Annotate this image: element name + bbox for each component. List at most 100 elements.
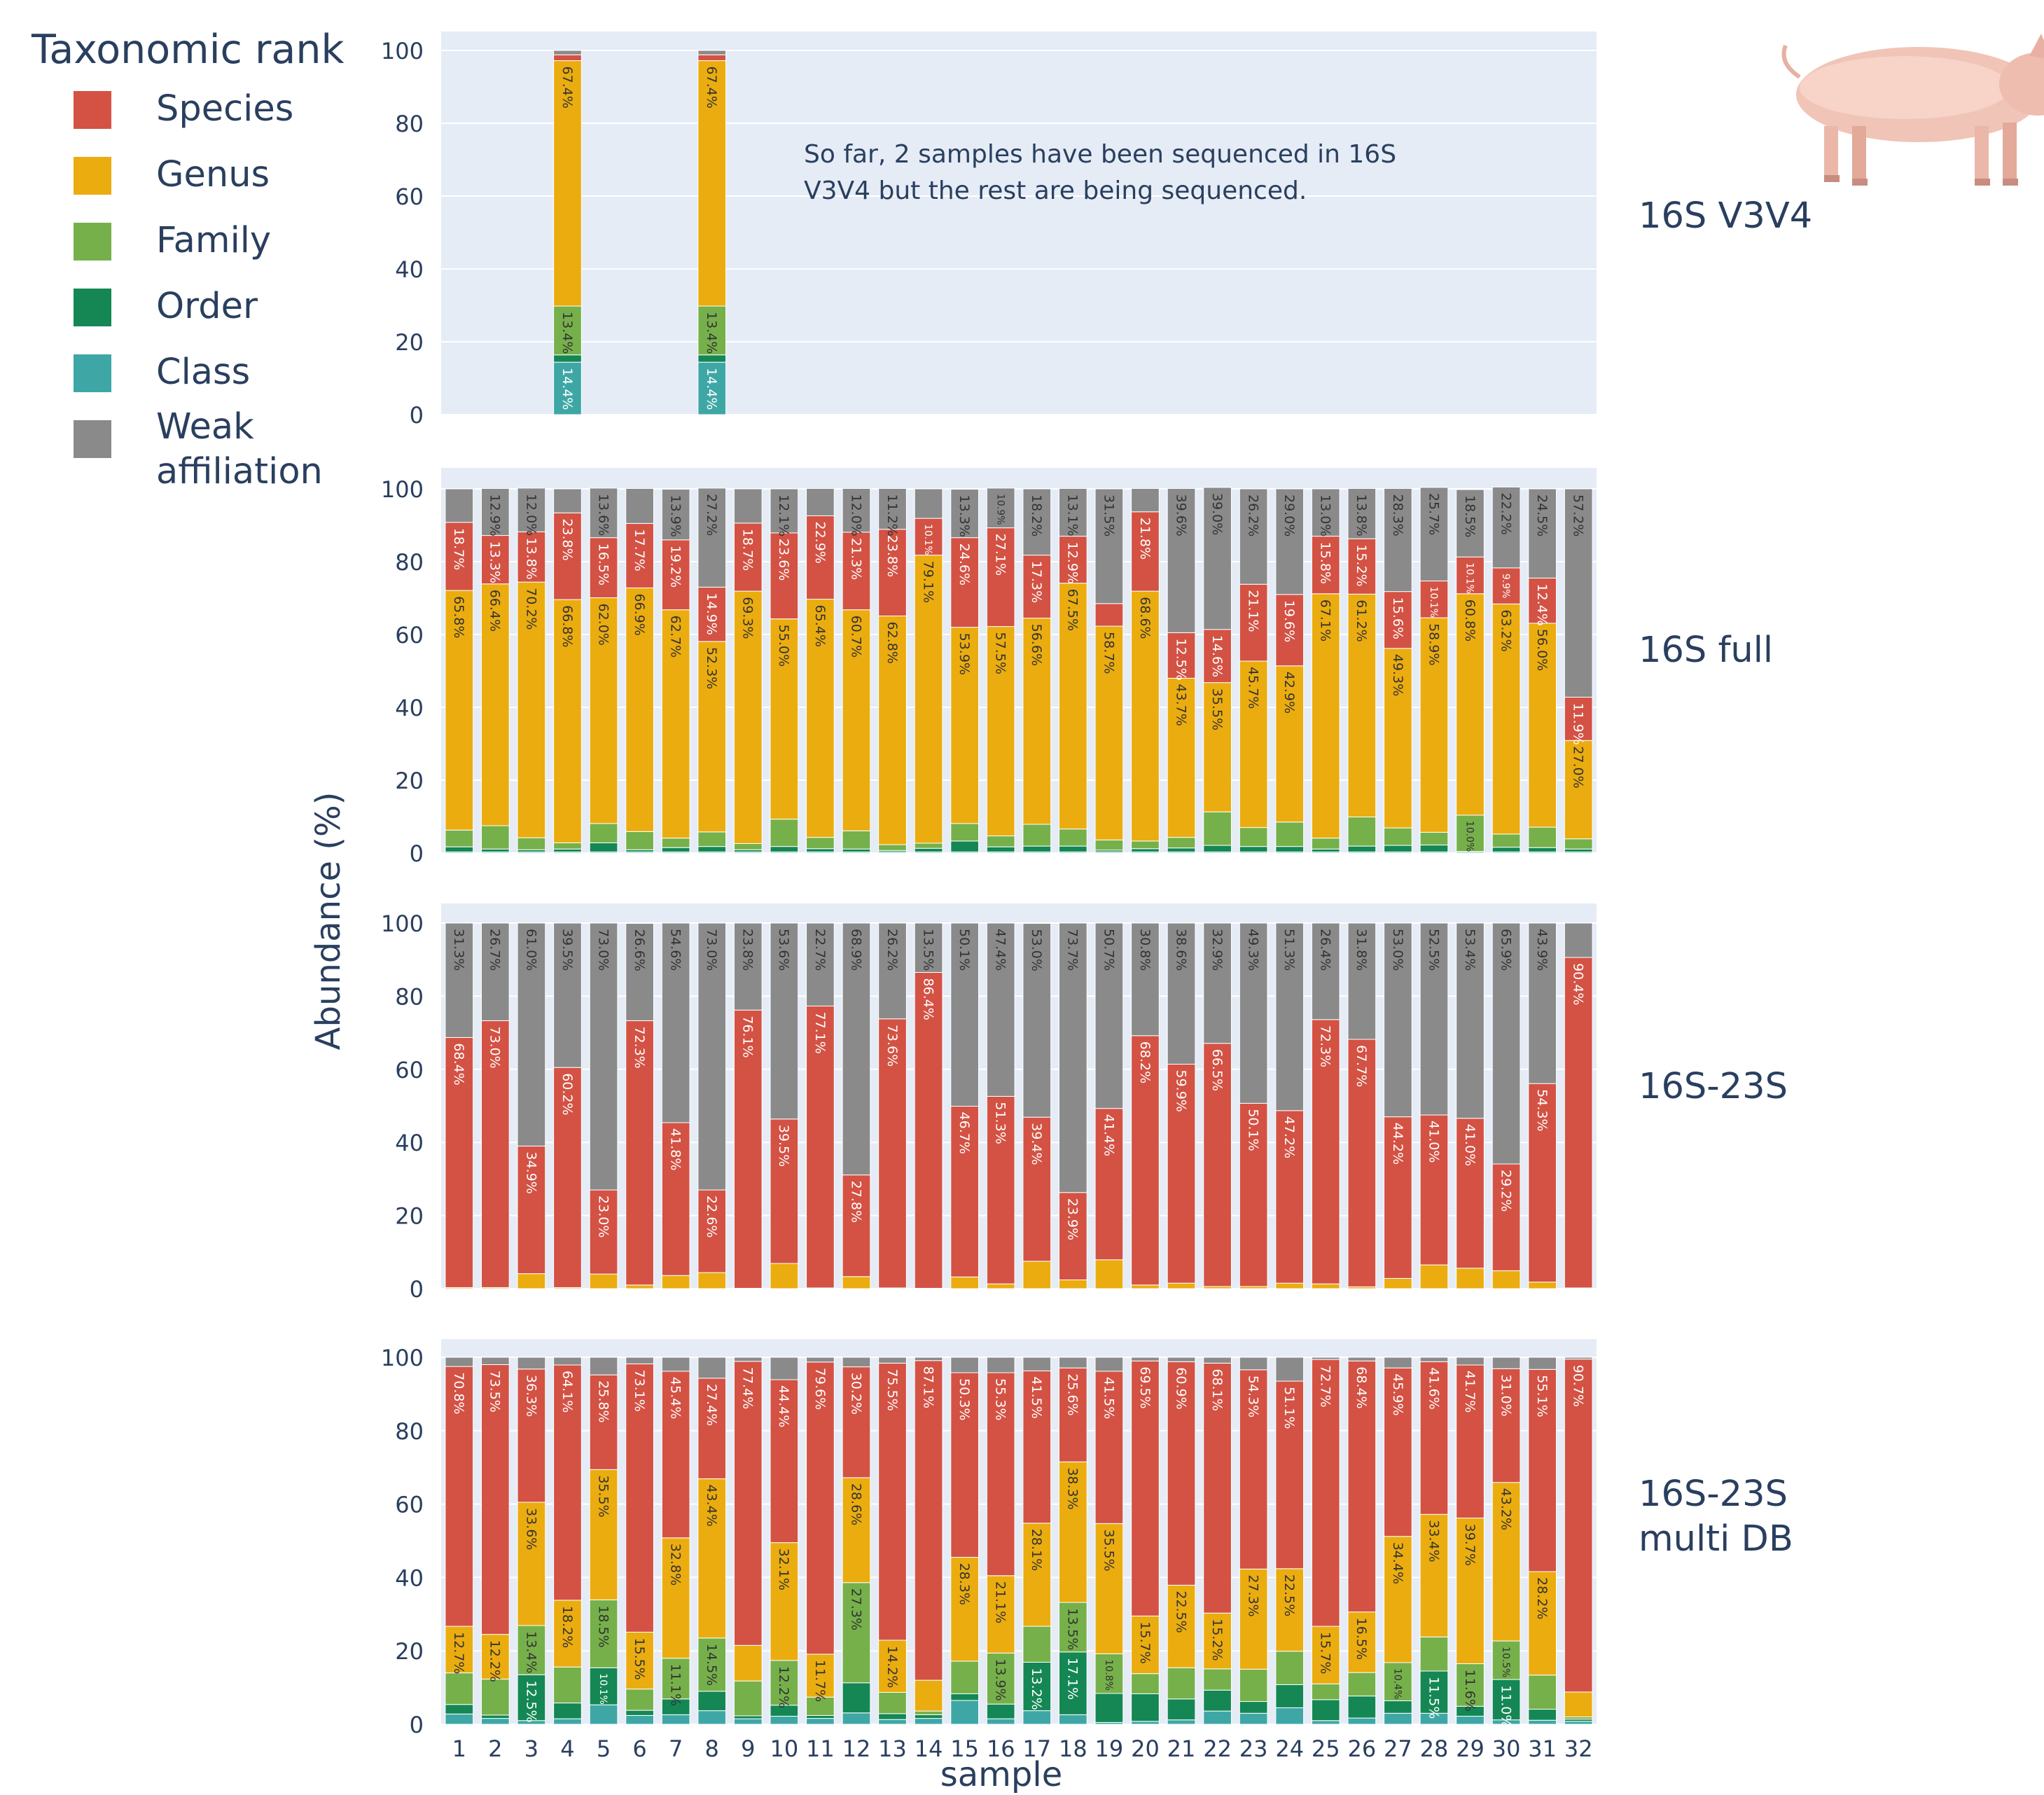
bar-segment [661,922,690,1123]
bar-segment [1275,1651,1305,1685]
bar-segment [1094,922,1124,1109]
bar-segment [1384,1116,1412,1279]
bar-value-label: 41.5% [1101,1377,1116,1419]
bar-value-label: 32.1% [776,1548,791,1590]
x-tick-label: 7 [669,1735,683,1762]
bar-value-label: 72.3% [632,1026,647,1068]
bar-segment [553,848,582,852]
bar-value-label: 27.0% [1571,746,1586,788]
bar-value-label: 22.7% [812,929,828,971]
bar-segment [1094,839,1124,851]
bar-segment [842,1276,871,1289]
bar-value-label: 90.7% [1571,1365,1586,1407]
x-tick-label: 12 [842,1735,871,1762]
x-tick-label: 21 [1167,1735,1196,1762]
bar-segment [1564,957,1593,1289]
bar-value-label: 68.9% [848,929,863,971]
bar-segment [1094,1108,1124,1261]
bar-value-label: 14.5% [704,1644,719,1686]
bar-value-label: 18.5% [595,1605,611,1647]
bar-segment [1058,1461,1087,1603]
bar-value-label: 39.4% [1029,1123,1044,1165]
bar-value-label: 73.5% [487,1370,503,1412]
bar-value-label: 51.3% [993,1102,1008,1144]
bar-segment [950,823,980,842]
bar-segment [697,641,727,833]
bar-value-label: 18.7% [451,528,466,570]
bar-segment [733,843,763,850]
bar-segment [517,922,546,1146]
bar-segment [480,922,510,1021]
bar-segment [697,50,727,55]
bar-segment [1419,617,1449,833]
y-tick-label: 40 [395,256,424,283]
bar-segment [733,1718,763,1725]
bar-segment [986,846,1015,852]
bar-segment [480,535,510,585]
bar-segment [1419,1264,1449,1289]
bar-value-label: 67.4% [559,67,575,109]
bar-segment [770,1118,799,1264]
y-tick-label: 20 [395,1638,424,1665]
bar-value-label: 43.2% [1498,1488,1513,1530]
bar-segment [661,1537,690,1659]
bar-value-label: 60.9% [1173,1367,1188,1409]
bar-value-label: 12.5% [1173,638,1188,680]
bar-segment [1131,487,1160,513]
bar-value-label: 12.0% [848,494,863,536]
bar-value-label: 54.6% [668,929,683,971]
bar-segment [1492,1270,1521,1289]
bar-segment [1058,1651,1087,1715]
bar-segment [1311,848,1340,852]
bar-segment [1311,1019,1340,1284]
bar-segment [445,1626,474,1674]
bar-segment [625,923,654,1021]
bar-value-label: 72.7% [1318,1365,1333,1407]
bar-value-label: 77.4% [740,1367,756,1409]
bar-segment [553,1364,582,1601]
bar-segment [1058,1357,1087,1368]
bar-segment [950,1372,980,1558]
bar-value-label: 65.9% [1498,929,1513,971]
bar-value-label: 73.7% [1065,929,1080,971]
bar-value-label: 70.2% [523,588,538,630]
bar-segment [625,1020,654,1286]
bar-segment [625,487,654,524]
bar-segment [589,1599,618,1668]
bar-segment [1311,1626,1340,1684]
bar-value-label: 35.5% [595,1475,611,1517]
bar-segment [480,1357,510,1365]
bar-segment [1167,1667,1196,1700]
bar-value-label: 15.2% [1354,544,1369,586]
bar-segment [986,1357,1015,1373]
bar-value-label: 10.1% [922,524,933,555]
bar-value-label: 53.9% [957,633,972,675]
bar-segment [553,1067,582,1288]
bar-segment [589,1667,618,1705]
bar-segment [625,1357,654,1364]
bar-value-label: 27.4% [704,1384,719,1426]
bar-value-label: 27.3% [848,1588,863,1630]
bar-segment [480,825,510,850]
bar-segment [878,1357,907,1364]
bar-segment [1239,1369,1268,1569]
bar-segment [553,599,582,843]
y-tick-label: 80 [395,549,424,576]
bar-value-label: 52.3% [704,647,719,689]
bar-value-label: 18.2% [1029,494,1044,536]
bar-segment [553,1600,582,1668]
bar-segment [842,1712,871,1725]
bar-segment [1239,1668,1268,1703]
bar-segment [1167,1282,1196,1289]
bar-value-label: 87.1% [920,1366,936,1408]
bar-value-label: 10.5% [1500,1647,1511,1677]
bar-segment [1456,1715,1485,1725]
y-tick-label: 0 [410,1276,424,1303]
bar-value-label: 66.9% [632,593,647,635]
bar-segment [770,618,799,820]
bar-segment [1384,1536,1412,1663]
bar-segment [697,1637,727,1692]
bar-value-label: 11.6% [1462,1670,1478,1712]
bar-segment [1564,838,1593,850]
